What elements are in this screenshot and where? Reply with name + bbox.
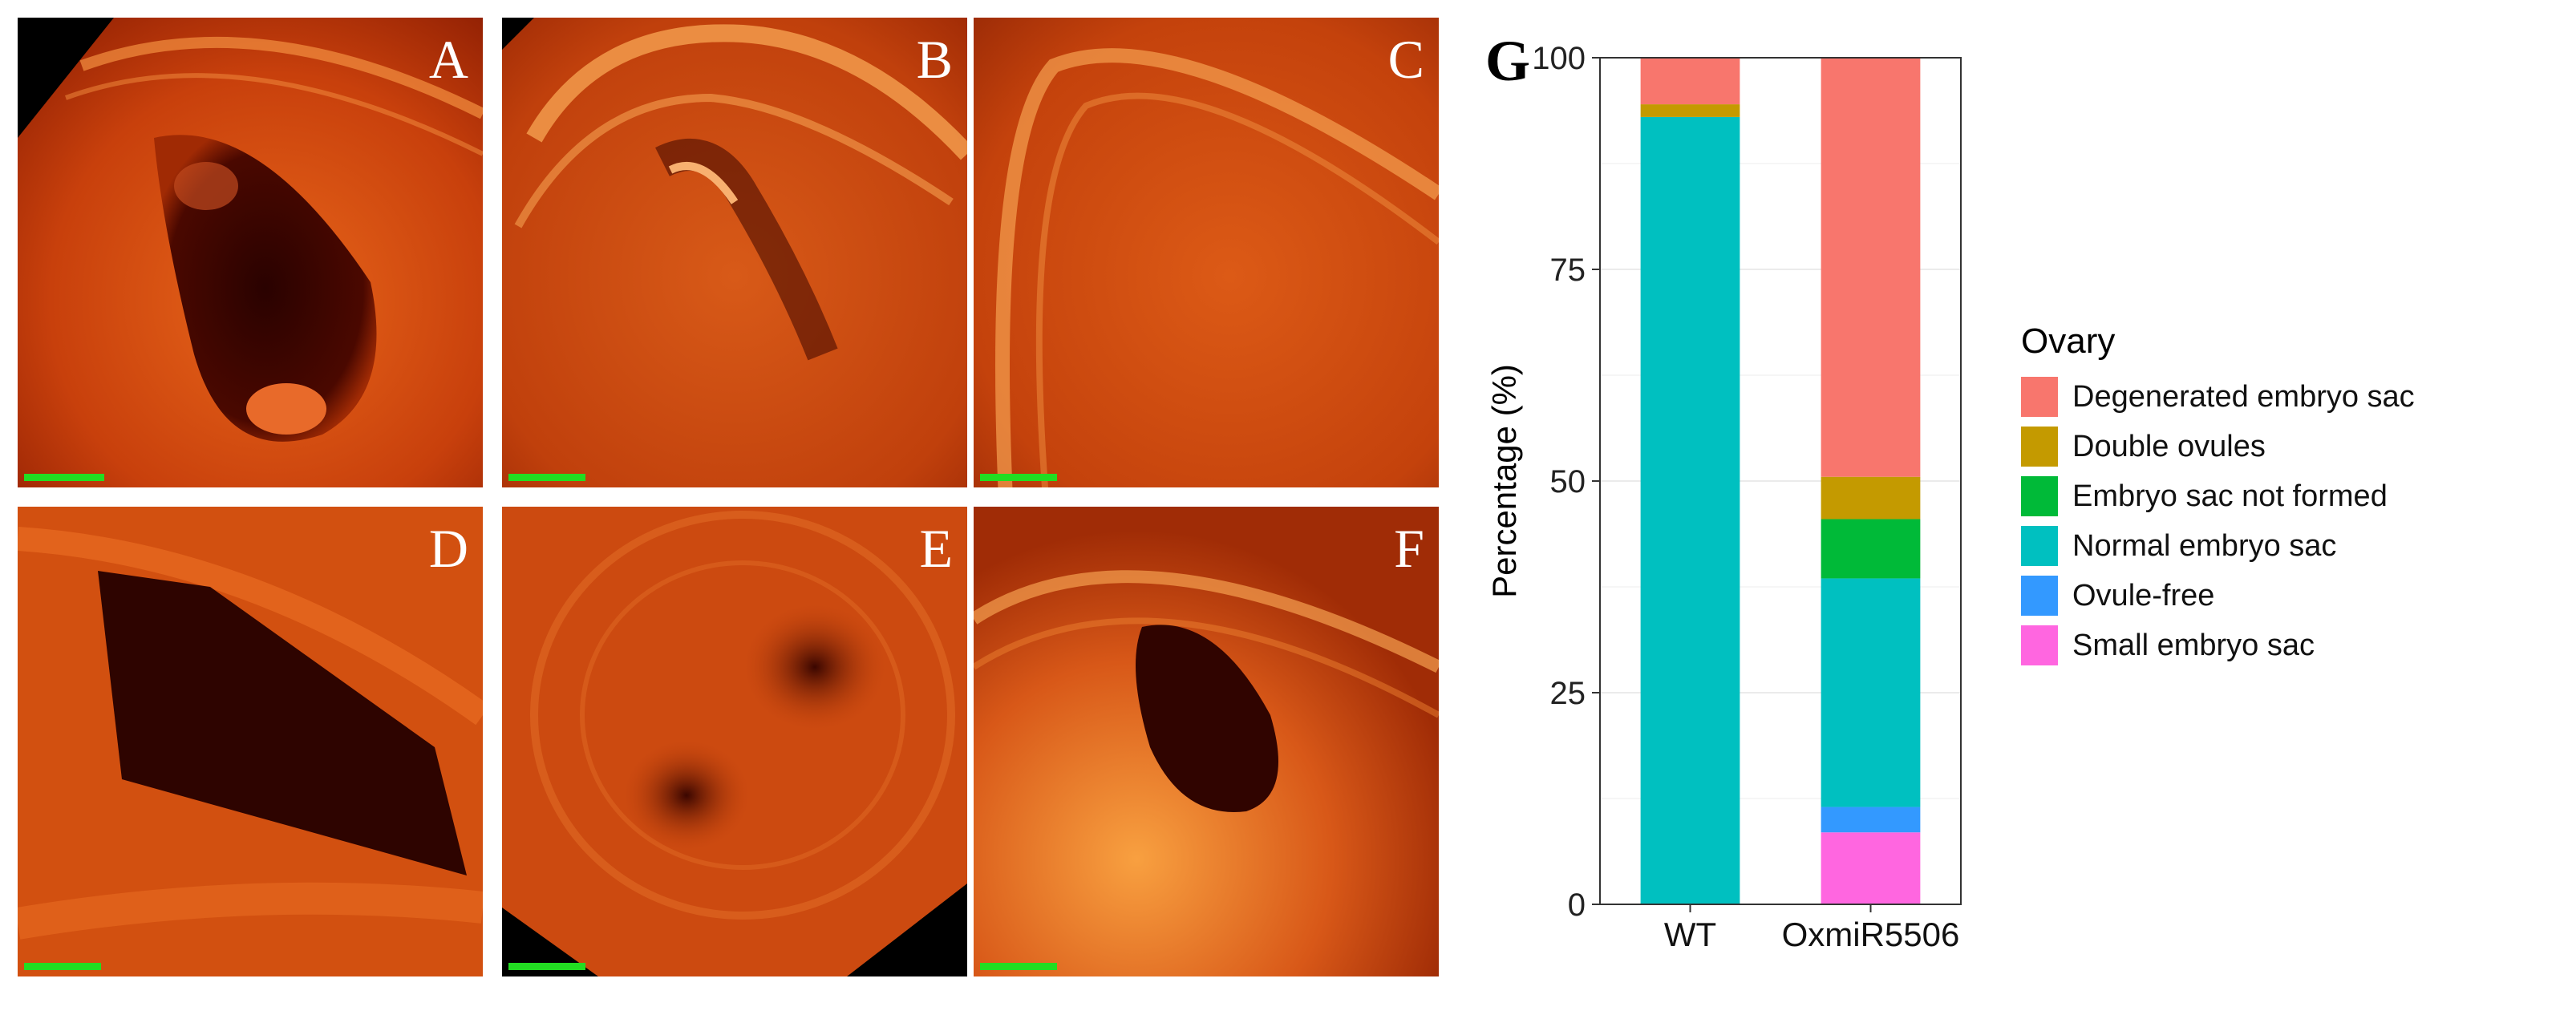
panel-letter-b: B — [916, 29, 953, 90]
legend-title: Ovary — [2021, 321, 2115, 361]
y-axis-label: Percentage (%) — [1485, 364, 1523, 598]
legend-swatch — [2021, 625, 2058, 665]
x-tick-label: OxmiR5506 — [1782, 916, 1960, 953]
micrograph-panel-f: F — [974, 507, 1439, 976]
chart-svg: 0 25 50 75 100 WT OxmiR5506 Percentage (%) Ov… — [1485, 41, 2415, 953]
legend-swatch — [2021, 377, 2058, 417]
x-ticks: WT OxmiR5506 — [1664, 904, 1960, 953]
scale-bar — [24, 963, 101, 970]
bar-segment — [1640, 104, 1740, 117]
panel-letter-f: F — [1394, 518, 1424, 579]
bar-segment — [1640, 58, 1740, 105]
y-tick-label: 25 — [1550, 676, 1586, 711]
legend-swatch — [2021, 526, 2058, 566]
legend-entry-label: Normal embryo sac — [2072, 529, 2336, 563]
x-tick-label: WT — [1664, 916, 1716, 953]
bar-segment — [1821, 578, 1921, 807]
panel-letter-d: D — [428, 518, 468, 579]
legend-swatch — [2021, 427, 2058, 467]
bar-segment — [1821, 832, 1921, 904]
micrograph-e-image — [502, 507, 967, 976]
legend-swatch — [2021, 576, 2058, 616]
scale-bar — [508, 963, 585, 970]
micrograph-c-image — [974, 18, 1439, 487]
micrograph-b-image — [502, 18, 967, 487]
y-tick-label: 100 — [1532, 41, 1586, 76]
bar-segment — [1821, 807, 1921, 833]
y-tick-label: 75 — [1550, 253, 1586, 288]
panel-letter-g: G — [1485, 29, 1531, 93]
bar-segment — [1640, 116, 1740, 905]
panel-letter-c: C — [1387, 29, 1424, 90]
bar-segment — [1821, 519, 1921, 579]
micrograph-panel-a: A — [18, 18, 483, 487]
panel-letter-e: E — [919, 518, 953, 579]
scale-bar — [980, 474, 1057, 481]
bars — [1640, 58, 1921, 905]
micrograph-panel-c: C — [974, 18, 1439, 487]
panel-letter-a: A — [428, 29, 468, 90]
micrograph-d-image — [18, 507, 483, 976]
legend-entry-label: Double ovules — [2072, 430, 2266, 463]
legend-entry-label: Ovule-free — [2072, 579, 2214, 613]
legend-entry-label: Degenerated embryo sac — [2072, 380, 2415, 414]
micrograph-panel-d: D — [18, 507, 483, 976]
legend-entry-label: Embryo sac not formed — [2072, 479, 2388, 513]
legend: Ovary Degenerated embryo sac Double ovule… — [2021, 321, 2415, 665]
bar-segment — [1821, 476, 1921, 520]
stacked-bar-chart: 0 25 50 75 100 WT OxmiR5506 Percentage (%) Ov… — [1460, 0, 2576, 1023]
y-tick-label: 0 — [1568, 888, 1586, 923]
scale-bar — [980, 963, 1057, 970]
micrograph-panel-b: B — [502, 18, 967, 487]
y-tick-label: 50 — [1550, 464, 1586, 499]
legend-entry-label: Small embryo sac — [2072, 629, 2315, 662]
micrograph-f-image — [974, 507, 1439, 976]
bar-segment — [1821, 58, 1921, 477]
scale-bar — [24, 474, 104, 481]
micrograph-panel-e: E — [502, 507, 967, 976]
y-ticks: 0 25 50 75 100 — [1532, 41, 1600, 923]
legend-swatch — [2021, 476, 2058, 516]
micrograph-a-image — [18, 18, 483, 487]
scale-bar — [508, 474, 585, 481]
